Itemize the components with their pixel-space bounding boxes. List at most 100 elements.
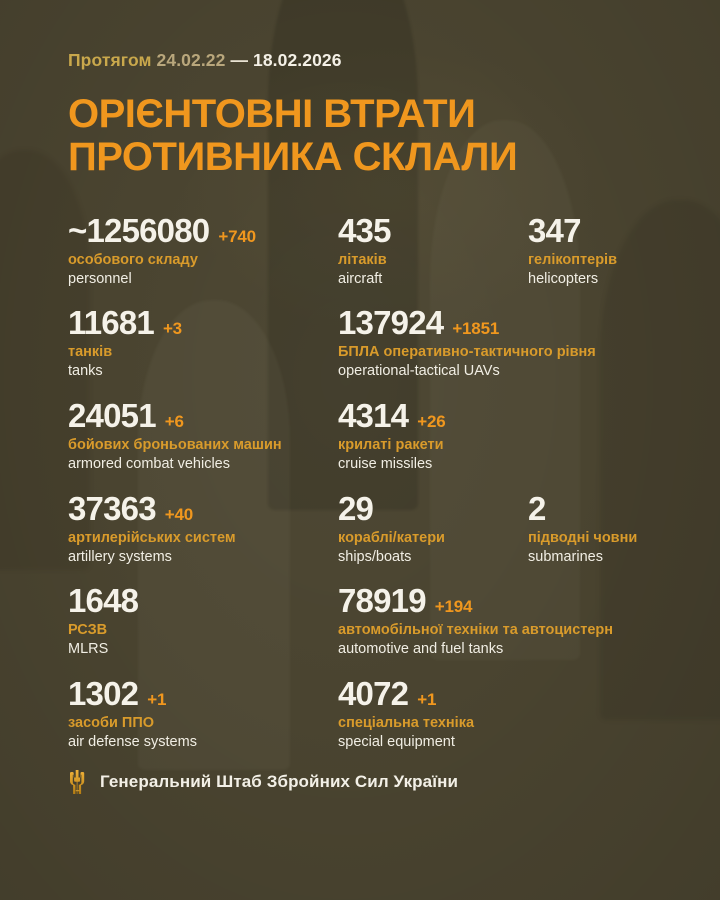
stat-label-ua: підводні човни <box>528 529 638 546</box>
stat-value: 1648 <box>68 582 139 620</box>
stat-label-en: automotive and fuel tanks <box>338 641 504 658</box>
stat-value-line: 2 <box>528 489 718 528</box>
page-title-line-1: ОРІЄНТОВНІ ВТРАТИ <box>68 92 476 136</box>
stat-delta: +26 <box>417 412 446 431</box>
stat-label-en: air defense systems <box>68 734 197 751</box>
stat-item-cruise-missiles: 4314 +26 крилаті ракети cruise missiles <box>338 397 718 474</box>
footer: Генеральний Штаб Збройних Сил України <box>68 770 660 795</box>
stat-item-automotive-and-fuel-tanks: 78919 +194 автомобільної техніки та авто… <box>338 582 718 659</box>
stat-label-ua: кораблі/катери <box>338 529 445 546</box>
stat-label-ua: БПЛА оперативно-тактичного рівня <box>338 344 596 361</box>
stat-value-line: 29 <box>338 489 528 528</box>
stat-row: 1302 +1 засоби ППО air defense systems 4… <box>68 675 660 752</box>
stat-value: 11681 <box>68 304 155 342</box>
stat-value: 78919 <box>338 582 427 620</box>
period-from: 24.02.22 <box>156 50 226 70</box>
stat-delta: +1 <box>147 690 167 710</box>
stat-value-line: 4072 +1 <box>338 675 718 713</box>
stat-label-ua: РСЗВ <box>68 622 108 639</box>
stat-row: 11681 +3 танків tanks 137924 +1851 БПЛА … <box>68 304 660 381</box>
stat-label-ua: артилерійських систем <box>68 529 236 546</box>
stat-delta: +194 <box>434 597 473 617</box>
stat-label-en: submarines <box>528 548 603 565</box>
stat-label-en: aircraft <box>338 270 383 287</box>
stat-value: 4314 <box>338 397 409 434</box>
stat-item-artillery-systems: 37363 +40 артилерійських систем artiller… <box>68 489 338 567</box>
stat-label-ua: особового складу <box>68 251 198 268</box>
stat-delta: +1 <box>417 690 437 710</box>
stat-delta: +1851 <box>452 319 500 339</box>
stat-value-line: 24051 +6 <box>68 397 338 435</box>
stat-value: 2 <box>528 489 546 527</box>
stat-value-line: 37363 +40 <box>68 489 338 528</box>
background-shell-silhouette <box>600 200 720 720</box>
stat-item-aircraft: 435 літаків aircraft <box>338 211 528 289</box>
stat-value-line: 137924 +1851 <box>338 304 718 342</box>
stat-item-ships-boats: 29 кораблі/катери ships/boats <box>338 489 528 567</box>
stat-value: 37363 <box>68 489 157 527</box>
stat-item-mlrs: 1648 РСЗВ MLRS <box>68 582 338 659</box>
stat-value-line: 1302 +1 <box>68 675 338 713</box>
period-label: Протягом <box>68 50 152 70</box>
stat-value-line: 4314 +26 <box>338 397 718 435</box>
period-line: Протягом 24.02.22 — 18.02.2026 <box>68 50 660 71</box>
stat-delta: +40 <box>164 504 194 524</box>
stat-row: 37363 +40 артилерійських систем artiller… <box>68 489 660 567</box>
trident-icon <box>70 770 85 795</box>
stat-row: ~1256080 +740 особового складу personnel… <box>68 211 660 289</box>
background-shell-silhouette <box>268 0 418 510</box>
stat-value-line: 78919 +194 <box>338 582 718 620</box>
stat-label-en: cruise missiles <box>338 456 433 473</box>
stat-label-ua: бойових броньованих машин <box>68 436 282 453</box>
stat-label-en: helicopters <box>528 270 599 287</box>
stat-item-personnel: ~1256080 +740 особового складу personnel <box>68 211 338 289</box>
stat-delta: +6 <box>164 412 184 431</box>
stat-value: 347 <box>528 211 581 249</box>
stat-delta: +740 <box>218 226 256 246</box>
stat-row: 24051 +6 бойових броньованих машин armor… <box>68 397 660 474</box>
stat-value: 29 <box>338 489 374 527</box>
stat-label-en: armored combat vehicles <box>68 456 230 473</box>
stat-value-line: 1648 <box>68 582 338 620</box>
stat-label-en: MLRS <box>68 641 109 658</box>
stat-label-ua: засоби ППО <box>68 715 155 732</box>
period-to: 18.02.2026 <box>253 50 342 70</box>
stat-item-air-defense-systems: 1302 +1 засоби ППО air defense systems <box>68 675 338 752</box>
footer-text: Генеральний Штаб Збройних Сил України <box>100 772 459 792</box>
stat-item-operational-tactical-uavs: 137924 +1851 БПЛА оперативно-тактичного … <box>338 304 718 381</box>
stat-label-ua: танків <box>68 344 113 361</box>
stat-value: 137924 <box>338 304 444 342</box>
stat-label-en: personnel <box>68 270 132 287</box>
stat-label-ua: крилаті ракети <box>338 436 444 453</box>
stat-label-en: ships/boats <box>338 548 412 565</box>
stat-label-ua: автомобільної техніки та автоцистерн <box>338 622 614 639</box>
stat-label-ua: літаків <box>338 251 387 268</box>
background-shell-silhouette <box>0 150 90 570</box>
stat-label-en: artillery systems <box>68 548 172 565</box>
stat-value-line: 347 <box>528 211 718 250</box>
stat-value-line: 435 <box>338 211 528 250</box>
stat-row: 1648 РСЗВ MLRS 78919 +194 автомобільної … <box>68 582 660 659</box>
stat-item-tanks: 11681 +3 танків tanks <box>68 304 338 381</box>
stat-item-special-equipment: 4072 +1 спеціальна техніка special equip… <box>338 675 718 752</box>
stat-value: 1302 <box>68 675 139 713</box>
stats-grid: ~1256080 +740 особового складу personnel… <box>68 211 660 753</box>
stat-label-en: special equipment <box>338 734 455 751</box>
stat-item-armored-combat-vehicles: 24051 +6 бойових броньованих машин armor… <box>68 397 338 474</box>
stat-value: ~1256080 <box>68 211 210 249</box>
page-title: ОРІЄНТОВНІ ВТРАТИ ПРОТИВНИКА СКЛАЛИ <box>68 93 660 179</box>
stat-label-ua: спеціальна техніка <box>338 715 475 732</box>
stat-value-line: ~1256080 +740 <box>68 211 338 250</box>
stat-value-line: 11681 +3 <box>68 304 338 342</box>
stat-label-ua: гелікоптерів <box>528 251 617 268</box>
stat-value: 4072 <box>338 675 409 713</box>
stat-label-en: operational-tactical UAVs <box>338 363 500 380</box>
stat-label-en: tanks <box>68 363 103 380</box>
stat-item-submarines: 2 підводні човни submarines <box>528 489 718 567</box>
stat-delta: +3 <box>162 319 182 339</box>
stat-value: 435 <box>338 211 391 249</box>
stat-item-helicopters: 347 гелікоптерів helicopters <box>528 211 718 289</box>
period-dash: — <box>230 50 249 70</box>
stat-value: 24051 <box>68 397 157 434</box>
